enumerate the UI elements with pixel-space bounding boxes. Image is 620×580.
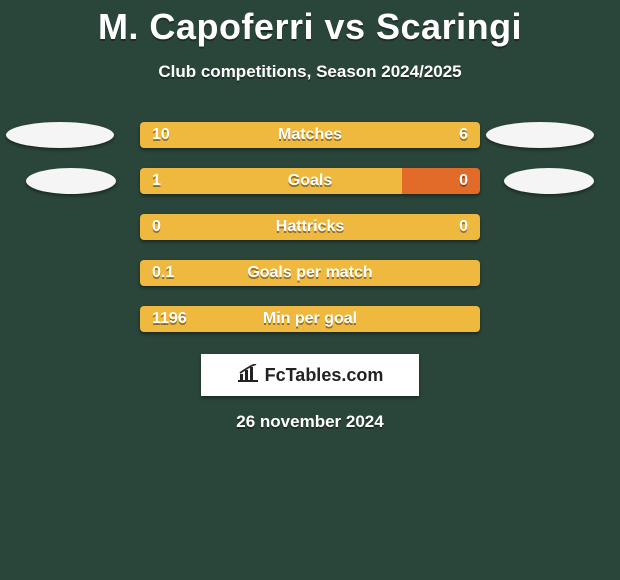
date-text: 26 november 2024 (0, 412, 620, 432)
oval-right (504, 168, 594, 194)
oval-left (26, 168, 116, 194)
stat-row: 0.1 Goals per match (0, 260, 620, 286)
stat-row: 10 6 Matches (0, 122, 620, 148)
subtitle: Club competitions, Season 2024/2025 (0, 62, 620, 82)
stats-container: 106Matches10Goals00Hattricks0.1Goals per… (0, 122, 620, 332)
stat-right-value: 0 (459, 218, 468, 236)
watermark-text: FcTables.com (265, 365, 384, 386)
oval-left (6, 122, 114, 148)
stat-right-value: 0 (459, 172, 468, 190)
oval-right (486, 122, 594, 148)
stat-left-value: 1196 (152, 310, 187, 328)
stat-row: 1 0 Goals (0, 168, 620, 194)
stat-left-value: 0.1 (152, 264, 174, 282)
stat-label: Matches (278, 126, 342, 144)
stat-row: 0 0 Hattricks (0, 214, 620, 240)
watermark: FcTables.com (201, 354, 419, 396)
page-title: M. Capoferri vs Scaringi (0, 0, 620, 48)
stat-right-value: 6 (459, 126, 468, 144)
stat-label: Min per goal (263, 310, 357, 328)
watermark-chart-icon (237, 364, 259, 387)
stat-left-value: 10 (152, 126, 170, 144)
stat-label: Goals per match (247, 264, 372, 282)
stat-label: Hattricks (276, 218, 344, 236)
bar-right (402, 168, 480, 194)
stat-left-value: 1 (152, 172, 161, 190)
stat-left-value: 0 (152, 218, 161, 236)
stat-row: 1196 Min per goal (0, 306, 620, 332)
stat-label: Goals (288, 172, 332, 190)
bar-left (140, 168, 402, 194)
